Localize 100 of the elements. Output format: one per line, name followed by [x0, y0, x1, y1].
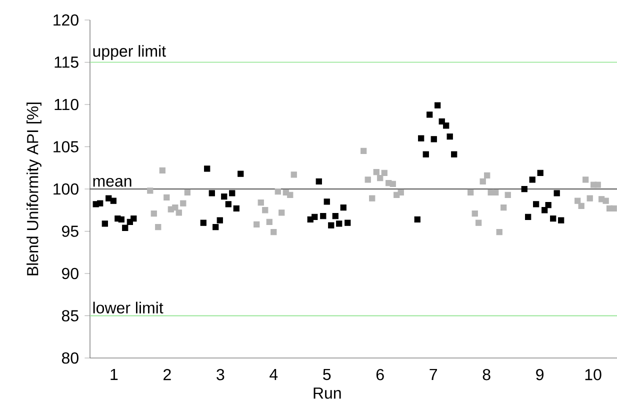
- point: [229, 190, 236, 196]
- x-tick-label: 1: [110, 368, 118, 380]
- point: [446, 134, 453, 140]
- point: [451, 151, 458, 158]
- point: [172, 204, 178, 211]
- y-axis-title: Blend Uniformity API [%]: [26, 102, 42, 276]
- point: [287, 192, 294, 198]
- point: [537, 170, 544, 176]
- point: [320, 212, 326, 220]
- point: [521, 186, 528, 192]
- point: [602, 198, 609, 204]
- point: [484, 172, 490, 179]
- point: [434, 102, 441, 108]
- x-tick-label: 6: [376, 368, 384, 380]
- point: [122, 224, 128, 231]
- point: [328, 222, 334, 228]
- point: [225, 201, 232, 208]
- point: [274, 188, 281, 195]
- point: [533, 201, 540, 208]
- point: [324, 198, 330, 205]
- point: [312, 214, 318, 220]
- y-tick-label: 100: [54, 183, 78, 195]
- x-tick-label: 2: [164, 368, 171, 380]
- point: [176, 210, 182, 216]
- point: [254, 221, 260, 228]
- ref-line-label: lower limit: [93, 302, 164, 314]
- point: [525, 214, 532, 220]
- point: [262, 207, 268, 214]
- point: [550, 216, 556, 222]
- point: [377, 174, 384, 182]
- x-tick-label: 5: [323, 368, 331, 380]
- point: [418, 135, 424, 142]
- point: [468, 189, 474, 196]
- y-tick-label: 110: [54, 98, 78, 110]
- point: [270, 229, 277, 236]
- x-tick-label: 7: [430, 368, 437, 380]
- point: [258, 199, 264, 206]
- point: [443, 122, 450, 129]
- point: [472, 210, 478, 217]
- point: [545, 202, 552, 208]
- point: [500, 204, 507, 211]
- point: [529, 176, 536, 183]
- point: [184, 189, 190, 196]
- point: [233, 205, 240, 212]
- point: [574, 198, 581, 204]
- point: [266, 218, 272, 226]
- point: [422, 151, 429, 158]
- point: [558, 217, 564, 224]
- point: [221, 194, 228, 200]
- point: [200, 220, 206, 226]
- x-axis-title: Run: [314, 388, 341, 399]
- point: [97, 200, 104, 206]
- point: [578, 202, 584, 209]
- point: [554, 190, 560, 196]
- point: [164, 194, 170, 201]
- point: [212, 224, 219, 230]
- point: [332, 212, 338, 220]
- y-tick-label: 90: [62, 268, 78, 280]
- y-tick-label: 80: [62, 352, 78, 364]
- point: [586, 195, 593, 202]
- point: [542, 207, 548, 214]
- point: [147, 188, 154, 194]
- x-tick-label: 9: [536, 368, 544, 380]
- point: [582, 176, 589, 183]
- ref-line-label: upper limit: [93, 45, 166, 60]
- point: [110, 198, 116, 204]
- ref-line-label: mean: [93, 178, 132, 187]
- point: [130, 216, 137, 222]
- point: [180, 200, 186, 206]
- point: [390, 180, 396, 187]
- point: [316, 178, 322, 184]
- point: [610, 205, 617, 212]
- x-tick-label: 3: [216, 368, 224, 380]
- point: [430, 136, 437, 142]
- point: [216, 217, 223, 224]
- point: [364, 176, 371, 183]
- point: [204, 166, 210, 172]
- point: [278, 210, 285, 216]
- point: [340, 204, 346, 211]
- x-tick-label: 4: [270, 368, 278, 380]
- point: [118, 216, 124, 222]
- y-tick-label: 120: [54, 14, 78, 26]
- point: [492, 189, 499, 196]
- y-tick-label: 115: [54, 56, 78, 68]
- point: [496, 229, 502, 236]
- x-tick-label: 8: [482, 368, 490, 380]
- point: [344, 220, 351, 226]
- point: [369, 195, 376, 202]
- point: [373, 169, 380, 176]
- point: [398, 189, 404, 196]
- point: [150, 210, 157, 217]
- point: [426, 112, 433, 118]
- y-tick-label: 95: [62, 226, 78, 237]
- point: [238, 170, 244, 177]
- x-tick-label: 10: [585, 368, 602, 380]
- point: [208, 190, 215, 196]
- point: [290, 172, 297, 178]
- point: [480, 178, 486, 184]
- point: [159, 167, 166, 174]
- point: [414, 216, 420, 222]
